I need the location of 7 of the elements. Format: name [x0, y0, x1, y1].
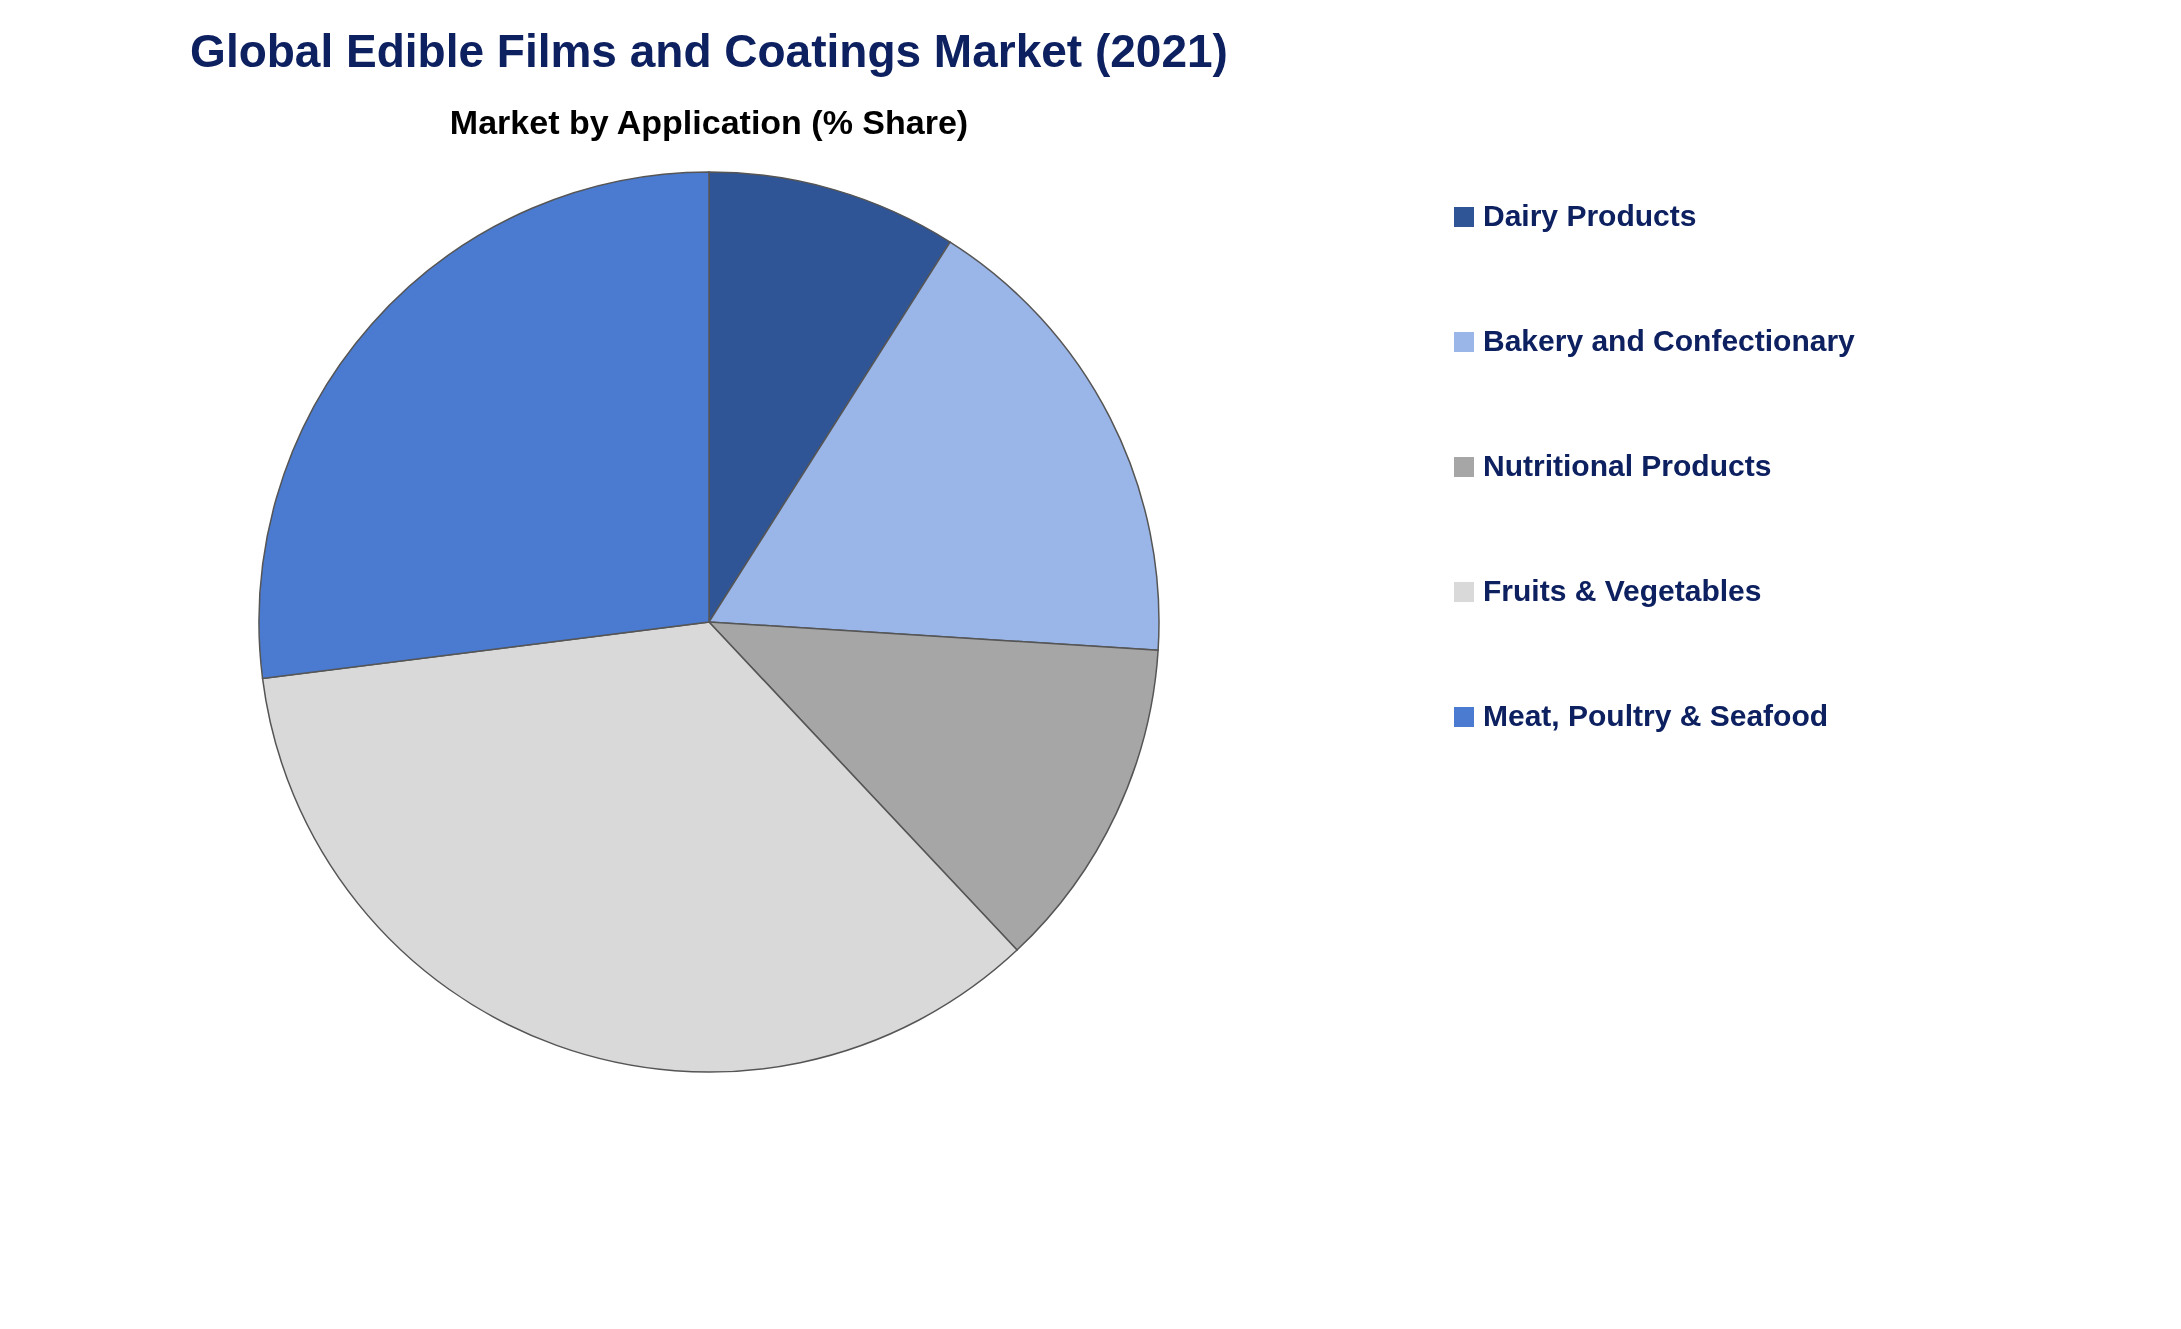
legend-label: Nutritional Products [1483, 449, 1772, 482]
legend-label: Meat, Poultry & Seafood [1483, 699, 1829, 732]
chart-title: Global Edible Films and Coatings Market (2021) [190, 25, 1228, 77]
legend-label: Fruits & Vegetables [1483, 574, 1762, 607]
chart-subtitle: Market by Application (% Share) [449, 103, 969, 141]
legend-label: Dairy Products [1483, 199, 1697, 232]
legend-label: Bakery and Confectionary [1483, 324, 1856, 357]
